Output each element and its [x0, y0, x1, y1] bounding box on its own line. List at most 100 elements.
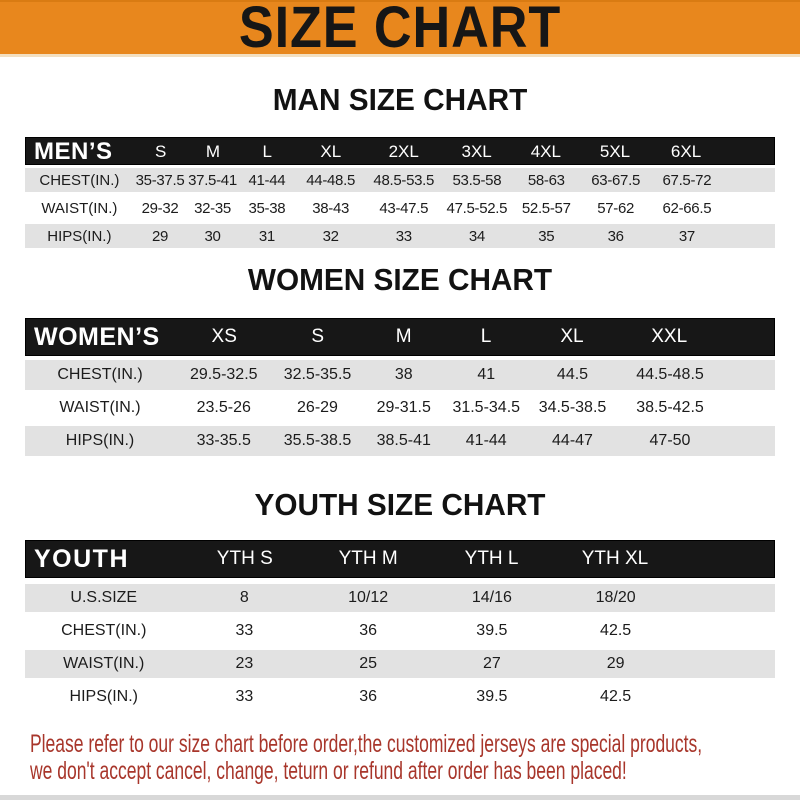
women-size-table: WOMEN’S XS S M L XL XXL CHEST(IN.) 29.5-…	[25, 318, 775, 456]
value-cell: 63-67.5	[591, 171, 641, 189]
row-label: U.S.SIZE	[70, 589, 138, 606]
size-cell: 5XL	[599, 142, 631, 161]
size-cell: YTH XL	[581, 548, 649, 569]
men-chest-row: CHEST(IN.) 35-37.5 37.5-41 41-44 44-48.5…	[25, 168, 775, 192]
size-cell: XL	[560, 326, 584, 347]
value-cell: 36	[359, 622, 378, 639]
value-cell: 53.5-58	[452, 171, 502, 189]
value-cell: 30	[204, 227, 221, 245]
youth-ussize-row: U.S.SIZE 8 10/12 14/16 18/20	[25, 584, 775, 612]
value-cell: 26-29	[297, 399, 338, 416]
disclaimer-note: Please refer to our size chart before or…	[0, 731, 800, 785]
value-cell: 36	[607, 227, 624, 245]
size-cell: 6XL	[670, 142, 702, 161]
value-cell: 34.5-38.5	[538, 399, 607, 416]
youth-waist-row: WAIST(IN.) 23 25 27 29	[25, 650, 775, 678]
value-cell: 38	[394, 366, 413, 383]
value-cell: 37	[678, 227, 695, 245]
men-size-table: MEN’S S M L XL 2XL 3XL 4XL 5XL 6XL CHEST…	[25, 137, 775, 248]
value-cell: 29-31.5	[376, 399, 431, 416]
women-table-header: WOMEN’S XS S M L XL XXL	[25, 318, 775, 356]
row-label: HIPS(IN.)	[47, 227, 112, 245]
men-table-header: MEN’S S M L XL 2XL 3XL 4XL 5XL 6XL	[25, 137, 775, 165]
size-cell: M	[395, 326, 412, 347]
size-chart-banner: SIZE CHART	[0, 0, 800, 57]
women-waist-row: WAIST(IN.) 23.5-26 26-29 29-31.5 31.5-34…	[25, 393, 775, 423]
youth-table-header: YOUTH YTH S YTH M YTH L YTH XL	[25, 540, 775, 578]
youth-hips-row: HIPS(IN.) 33 36 39.5 42.5	[25, 683, 775, 711]
value-cell: 29	[151, 227, 169, 245]
men-header-label: MEN’S	[34, 138, 113, 165]
size-cell: YTH S	[216, 548, 273, 569]
size-cell: XXL	[651, 326, 688, 347]
value-cell: 23	[235, 655, 254, 672]
value-cell: 29-32	[141, 199, 179, 217]
size-cell: 3XL	[461, 142, 492, 161]
value-cell: 32-35	[194, 199, 231, 217]
value-cell: 42.5	[600, 688, 632, 705]
value-cell: 41-44	[465, 432, 507, 449]
value-cell: 35.5-38.5	[283, 432, 352, 449]
men-waist-row: WAIST(IN.) 29-32 32-35 35-38 38-43 43-47…	[25, 196, 775, 220]
banner-title: SIZE CHART	[238, 0, 562, 60]
size-cell: M	[205, 142, 221, 161]
value-cell: 31.5-34.5	[452, 399, 521, 416]
value-cell: 47-50	[649, 432, 691, 449]
value-cell: 33	[395, 227, 412, 245]
value-cell: 44.5-48.5	[636, 366, 704, 383]
value-cell: 57-62	[597, 199, 635, 217]
women-section-title: WOMEN SIZE CHART	[247, 262, 553, 297]
value-cell: 58-63	[527, 171, 565, 189]
value-cell: 32.5-35.5	[283, 366, 352, 383]
value-cell: 41	[477, 366, 496, 383]
value-cell: 41-44	[248, 171, 286, 189]
value-cell: 33	[235, 622, 254, 639]
value-cell: 52.5-57	[521, 199, 571, 217]
youth-size-table: YOUTH YTH S YTH M YTH L YTH XL U.S.SIZE …	[25, 540, 775, 711]
youth-header-label: YOUTH	[34, 544, 129, 573]
men-hips-row: HIPS(IN.) 29 30 31 32 33 34 35 36 37	[25, 224, 775, 248]
value-cell: 33	[235, 688, 254, 705]
value-cell: 10/12	[348, 589, 389, 606]
value-cell: 48.5-53.5	[373, 171, 435, 189]
value-cell: 47.5-52.5	[446, 199, 508, 217]
row-label: HIPS(IN.)	[65, 432, 135, 449]
size-cell: S	[154, 142, 167, 161]
value-cell: 44-48.5	[306, 171, 356, 189]
row-label: HIPS(IN.)	[69, 688, 138, 705]
women-hips-row: HIPS(IN.) 33-35.5 35.5-38.5 38.5-41 41-4…	[25, 426, 775, 456]
value-cell: 44-47	[552, 432, 593, 449]
value-cell: 29	[606, 655, 625, 672]
value-cell: 29.5-32.5	[189, 366, 258, 383]
women-header-label: WOMEN’S	[34, 322, 160, 351]
value-cell: 38.5-41	[376, 432, 431, 449]
row-label: CHEST(IN.)	[61, 622, 147, 639]
row-label: WAIST(IN.)	[41, 199, 118, 217]
value-cell: 35-38	[248, 199, 286, 217]
value-cell: 32	[322, 227, 339, 245]
row-label: CHEST(IN.)	[57, 366, 143, 383]
size-cell: YTH L	[464, 548, 519, 569]
value-cell: 18/20	[595, 589, 636, 606]
size-cell: L	[480, 326, 492, 347]
value-cell: 35	[538, 227, 555, 245]
value-cell: 33-35.5	[196, 432, 251, 449]
row-label: WAIST(IN.)	[63, 655, 145, 672]
value-cell: 67.5-72	[662, 171, 712, 189]
disclaimer-line-1: Please refer to our size chart before or…	[30, 730, 703, 758]
value-cell: 39.5	[476, 622, 508, 639]
value-cell: 43-47.5	[379, 199, 429, 217]
value-cell: 42.5	[600, 622, 632, 639]
value-cell: 27	[482, 655, 501, 672]
value-cell: 37.5-41	[188, 171, 237, 189]
size-cell: XL	[320, 142, 342, 161]
size-cell: 4XL	[530, 142, 561, 161]
youth-chest-row: CHEST(IN.) 33 36 39.5 42.5	[25, 617, 775, 645]
size-cell: 2XL	[388, 142, 419, 161]
value-cell: 36	[359, 688, 378, 705]
disclaimer-line-2: we don't accept cancel, change, teturn o…	[30, 757, 627, 785]
size-cell: S	[311, 326, 325, 347]
value-cell: 38-43	[312, 199, 350, 217]
size-cell: XS	[211, 326, 237, 347]
value-cell: 39.5	[476, 688, 508, 705]
